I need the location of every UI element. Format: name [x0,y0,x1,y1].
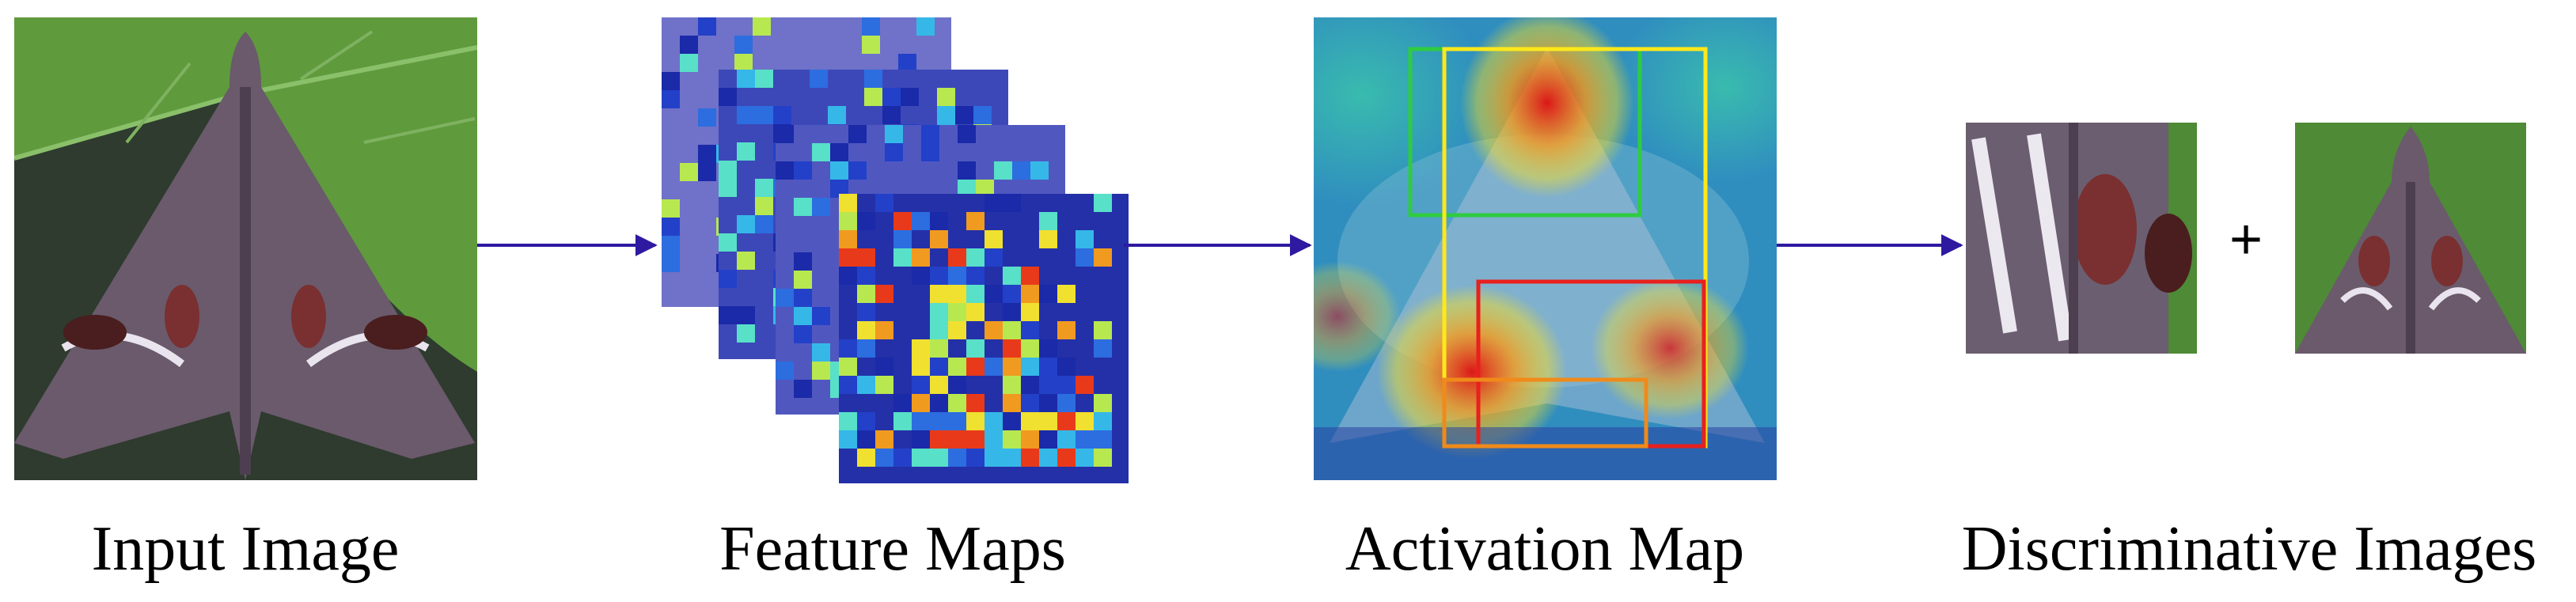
activation-map [1314,17,1777,480]
discriminative-image-2 [2295,123,2526,354]
leaf-shape [14,17,477,372]
box-orange [1442,377,1648,449]
feature-map-layer [839,194,1129,483]
caption-input-image: Input Image [92,514,400,584]
caption-feature-maps: Feature Maps [719,514,1066,584]
plus-operator: + [2229,208,2263,271]
heat-hotspot-head [1460,17,1634,198]
heat-hotspot-left-wing [1377,285,1567,459]
feature-maps [662,17,1129,483]
discriminative-image-1 [1966,123,2197,354]
caption-activation-map: Activation Map [1345,514,1744,584]
input-image [14,17,477,480]
caption-discriminative-images: Discriminative Images [1962,514,2536,584]
heat-hotspot-right-wing [1591,277,1749,419]
